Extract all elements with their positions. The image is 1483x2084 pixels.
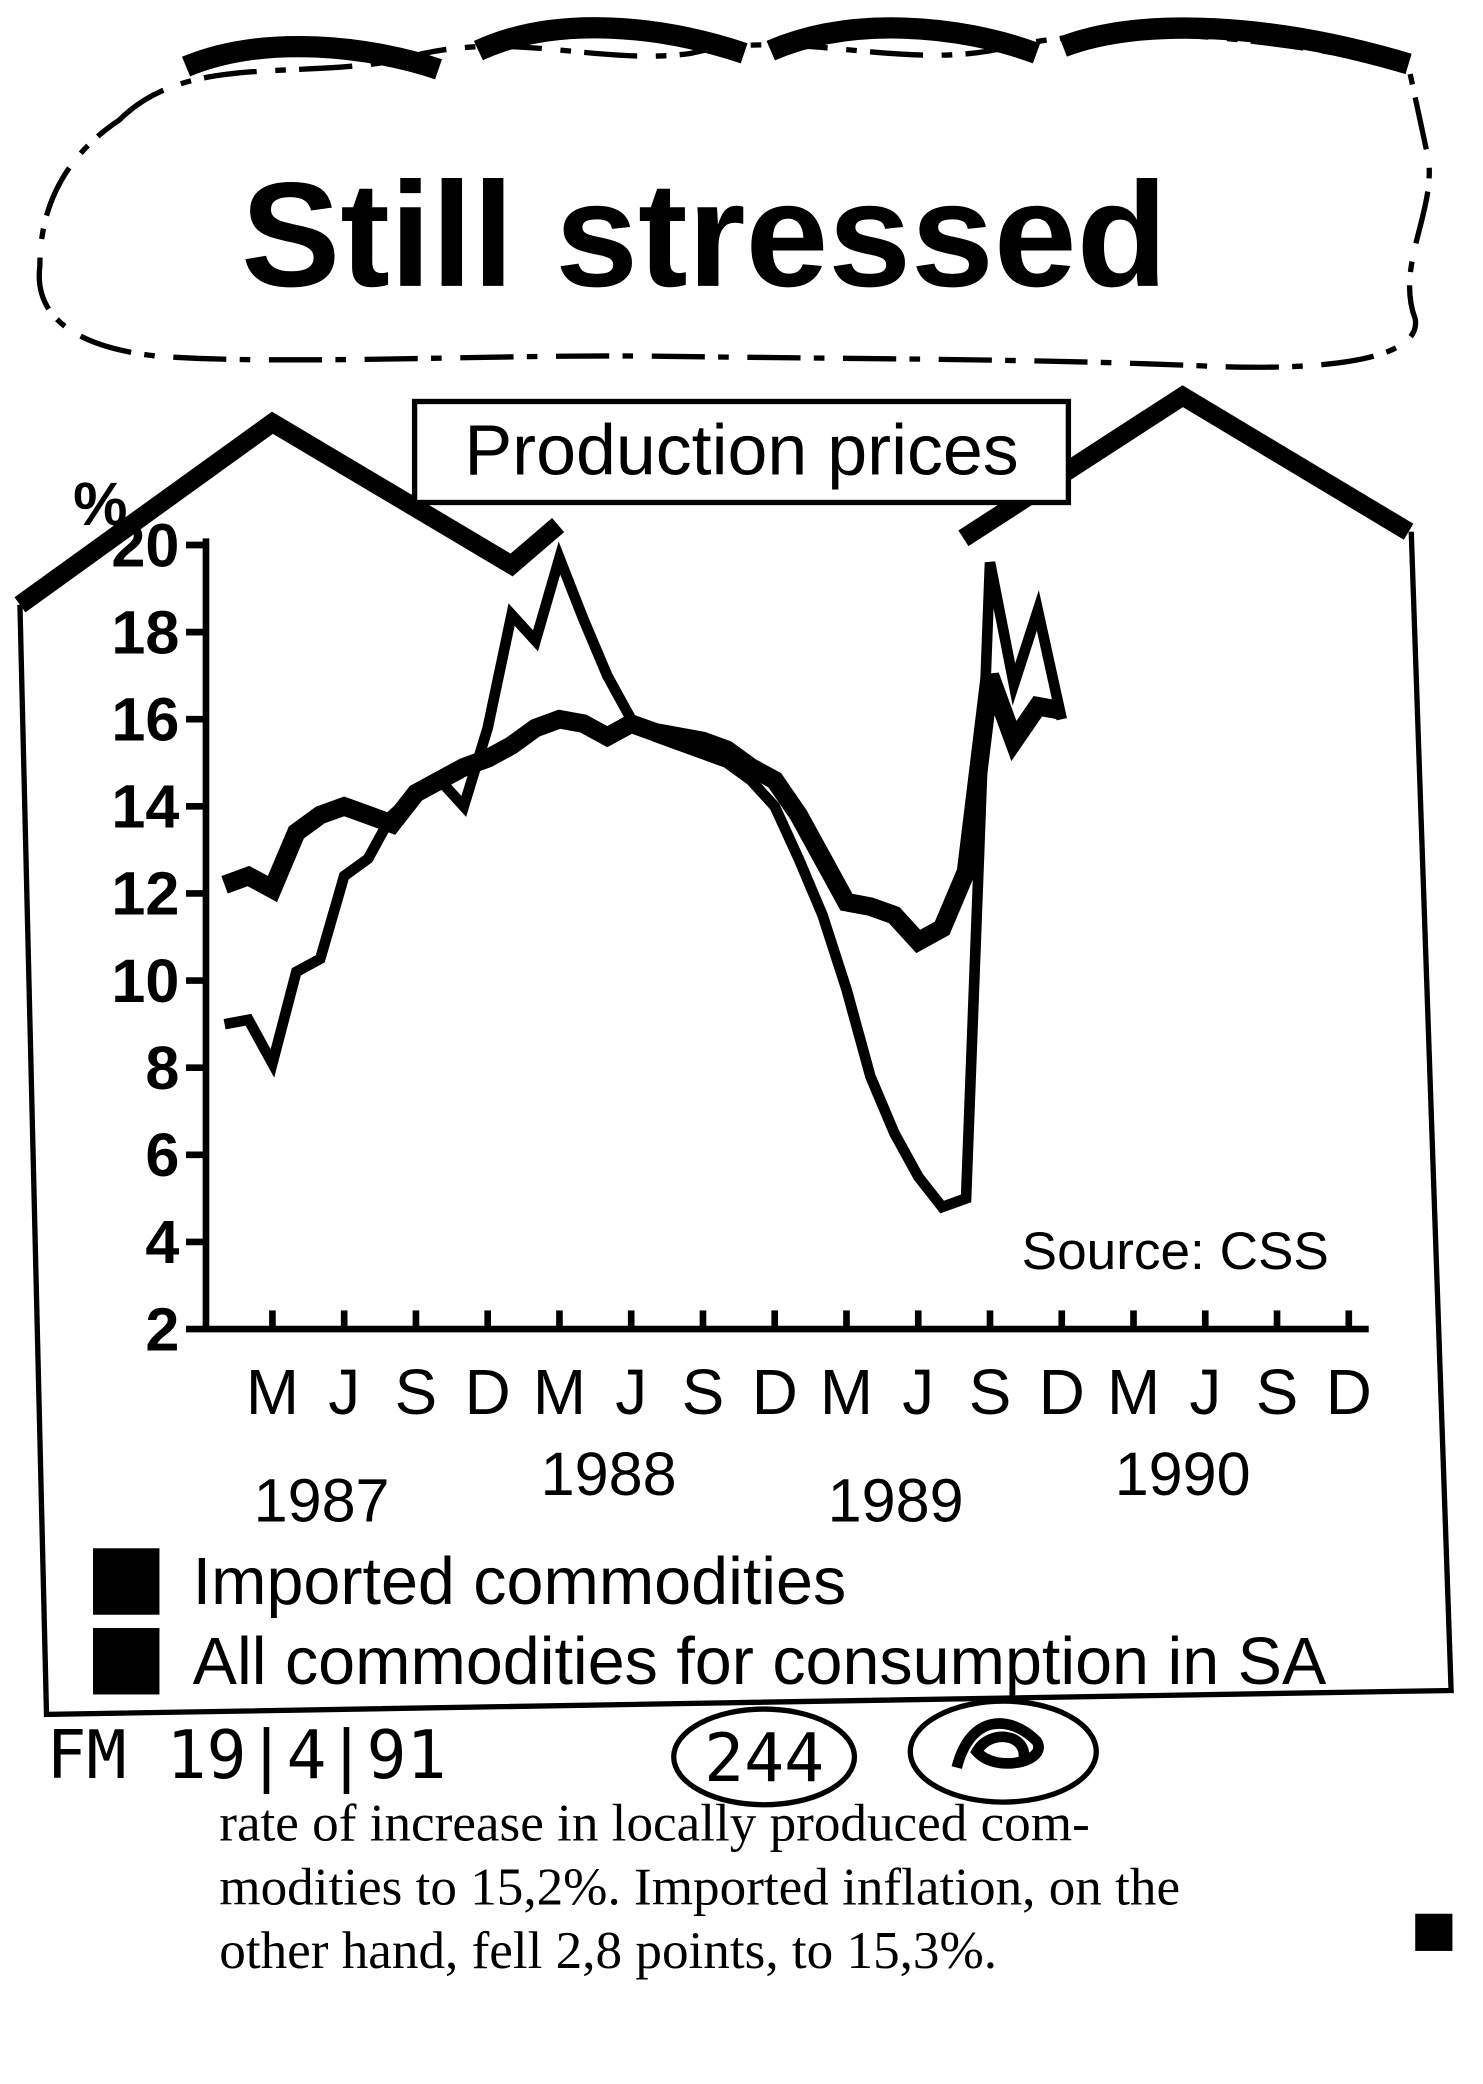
chart-title: Still stressed <box>241 151 1167 318</box>
x-year-label: 1990 <box>1115 1440 1251 1508</box>
x-tick-label: D <box>465 1356 511 1428</box>
y-tick-label: 14 <box>111 773 179 841</box>
article-line: other hand, fell 2,8 points, to 15,3%. <box>219 1922 997 1980</box>
article-line: modities to 15,2%. Imported inflation, o… <box>219 1858 1180 1916</box>
x-tick-label: S <box>395 1356 438 1428</box>
cloud-top <box>181 17 1412 80</box>
series-line <box>221 672 1064 954</box>
x-tick-label: M <box>1107 1356 1160 1428</box>
chart-subtitle: Production prices <box>464 411 1018 491</box>
x-tick-label: M <box>820 1356 873 1428</box>
source-note: Source: CSS <box>1022 1222 1329 1281</box>
x-tick-label: S <box>969 1356 1012 1428</box>
x-year-label: 1988 <box>541 1440 677 1508</box>
legend-label: Imported commodities <box>193 1545 847 1619</box>
y-tick-label: 4 <box>145 1208 179 1276</box>
x-tick-label: J <box>902 1356 934 1428</box>
scribble <box>951 1718 1044 1769</box>
y-tick-label: 20 <box>111 511 179 579</box>
y-tick-label: 18 <box>111 598 179 666</box>
end-mark <box>1415 1913 1453 1951</box>
x-tick-label: S <box>1256 1356 1299 1428</box>
x-tick-label: D <box>752 1356 798 1428</box>
x-tick-label: D <box>1039 1356 1085 1428</box>
x-tick-label: D <box>1326 1356 1372 1428</box>
page-circle <box>671 1706 858 1808</box>
x-tick-label: J <box>1189 1356 1221 1428</box>
x-tick-label: M <box>533 1356 586 1428</box>
article-line: rate of increase in locally produced com… <box>219 1795 1090 1853</box>
x-tick-label: M <box>246 1356 299 1428</box>
legend-swatch <box>93 1548 160 1615</box>
page-number: 244 <box>704 1719 824 1797</box>
frame-top-left <box>14 411 565 613</box>
frame-sides <box>17 531 1454 1718</box>
x-tick-label: J <box>615 1356 647 1428</box>
x-tick-label: S <box>682 1356 725 1428</box>
x-year-label: 1989 <box>828 1467 964 1535</box>
y-tick-label: 10 <box>111 947 179 1015</box>
y-tick-label: 6 <box>145 1121 179 1189</box>
legend-swatch <box>93 1628 160 1695</box>
y-tick-label: 8 <box>145 1034 179 1102</box>
y-tick-label: 2 <box>145 1295 179 1363</box>
series-line <box>223 541 1067 1214</box>
title-cloud <box>36 31 1432 370</box>
x-year-label: 1987 <box>254 1467 390 1535</box>
legend-label: All commodities for consumption in SA <box>193 1625 1327 1699</box>
subtitle-box <box>411 398 1072 506</box>
handwritten-note: FM 19|4|91 <box>47 1716 447 1794</box>
scribble-circle <box>907 1698 1099 1805</box>
y-axis-label: % <box>73 470 127 538</box>
y-tick-label: 16 <box>111 685 179 753</box>
y-tick-label: 12 <box>111 860 179 928</box>
x-tick-label: J <box>328 1356 360 1428</box>
